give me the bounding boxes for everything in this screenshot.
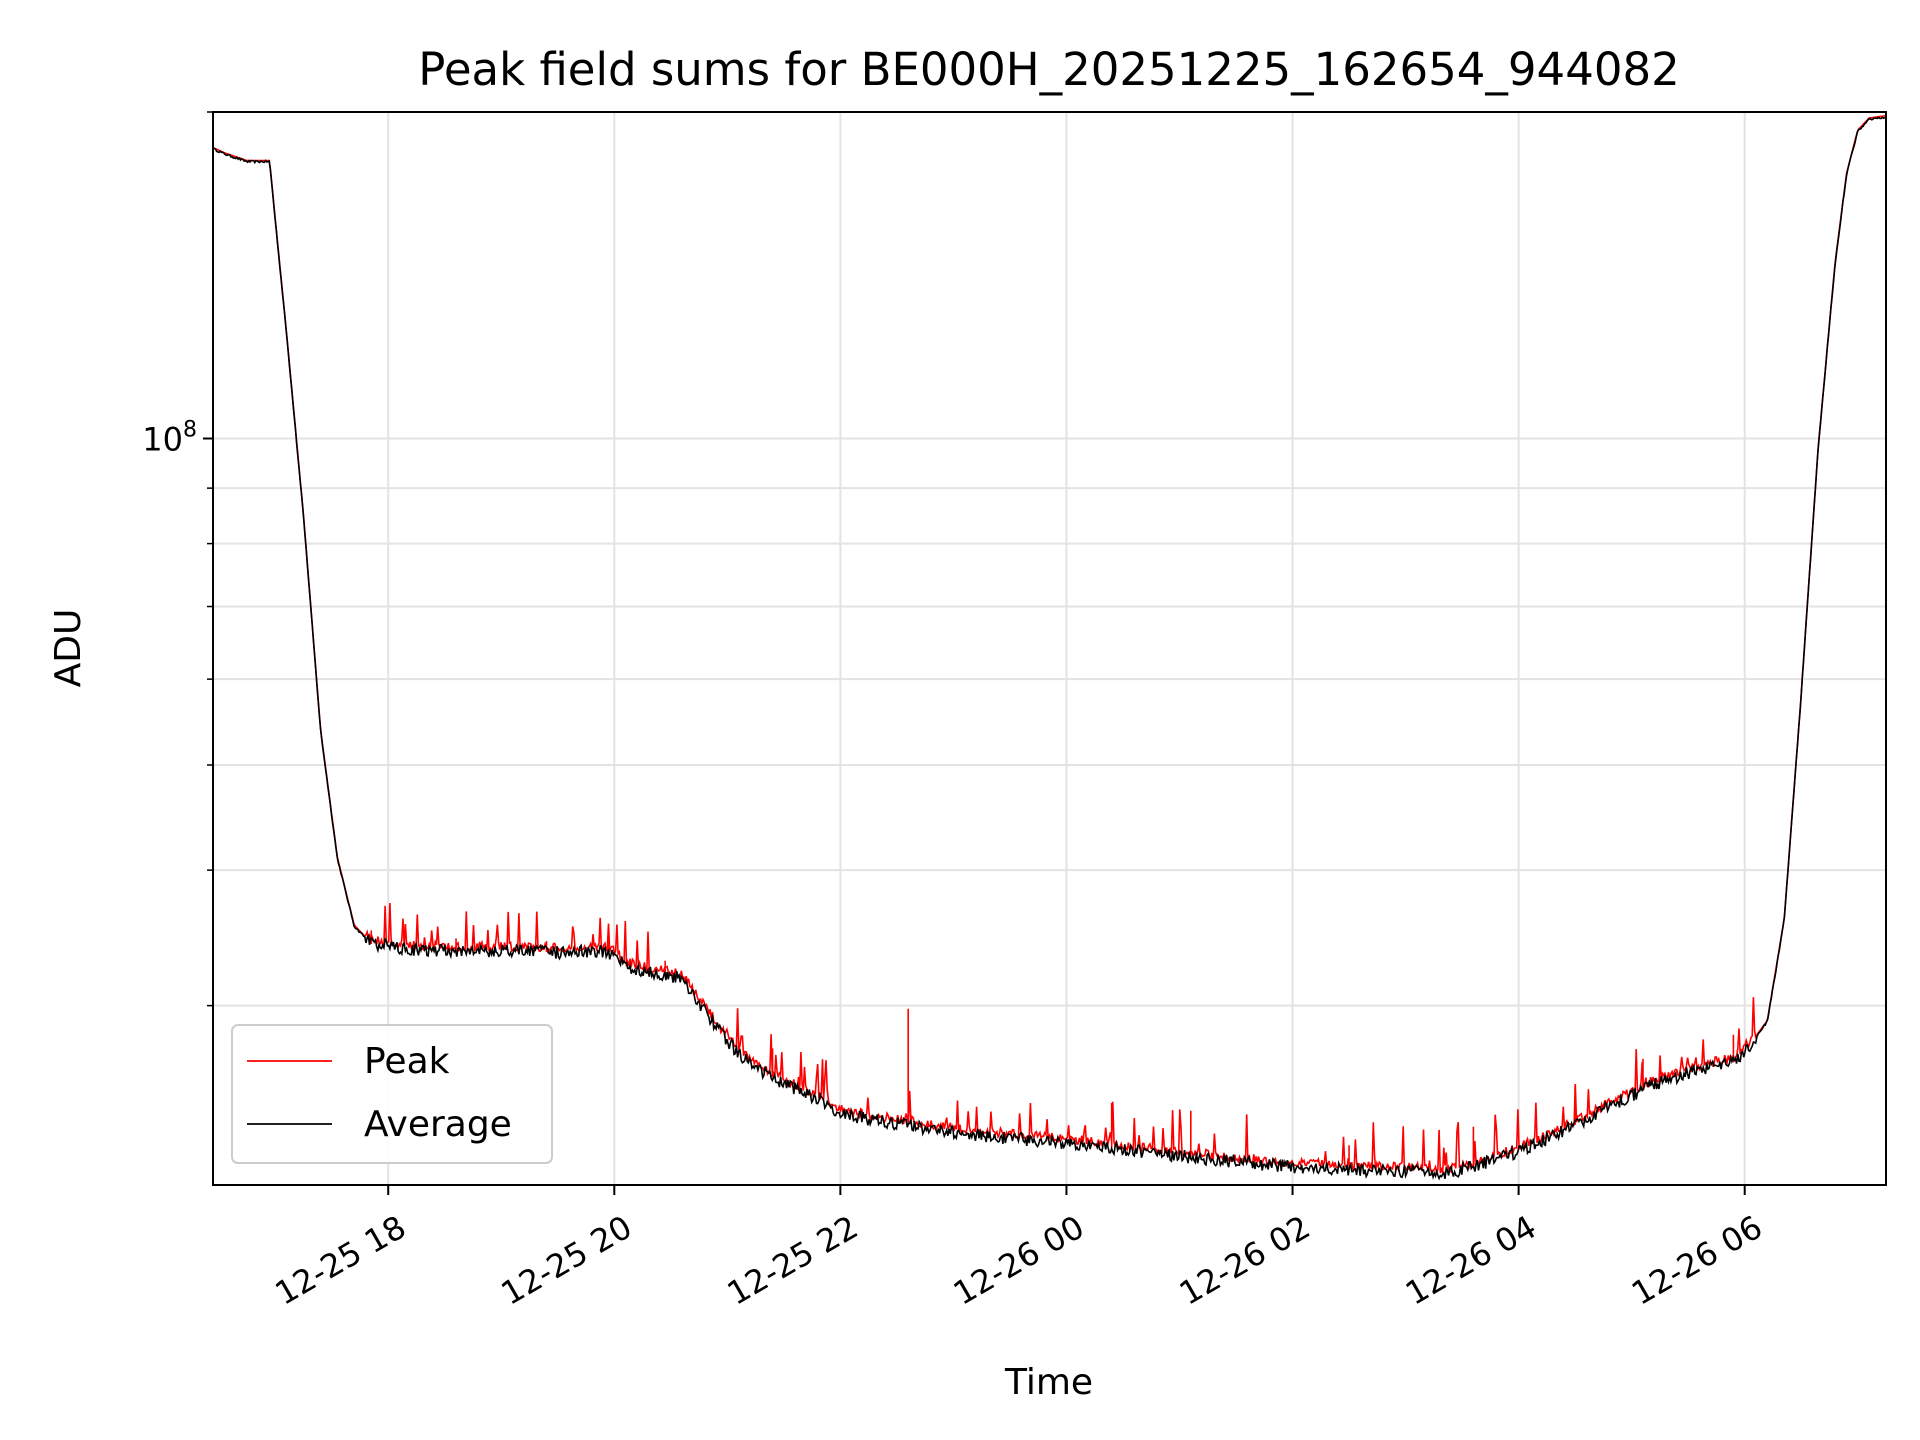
average-series-line xyxy=(213,116,1886,1181)
legend-label-average: Average xyxy=(364,1104,512,1145)
legend-label-peak: Peak xyxy=(364,1041,450,1082)
y-axis-label: ADU xyxy=(48,609,89,688)
peak-series-line xyxy=(213,114,1886,1176)
axes-frame xyxy=(212,111,1887,1186)
legend: Peak Average xyxy=(231,1024,553,1164)
legend-box xyxy=(231,1024,553,1164)
series-layer xyxy=(213,114,1886,1181)
plot-area xyxy=(213,114,1886,1181)
chart-title: Peak field sums for BE000H_20251225_1626… xyxy=(418,43,1679,96)
x-axis-label: Time xyxy=(1004,1362,1093,1403)
y-tick-label: 108 xyxy=(142,418,197,459)
grid xyxy=(213,111,1886,1185)
